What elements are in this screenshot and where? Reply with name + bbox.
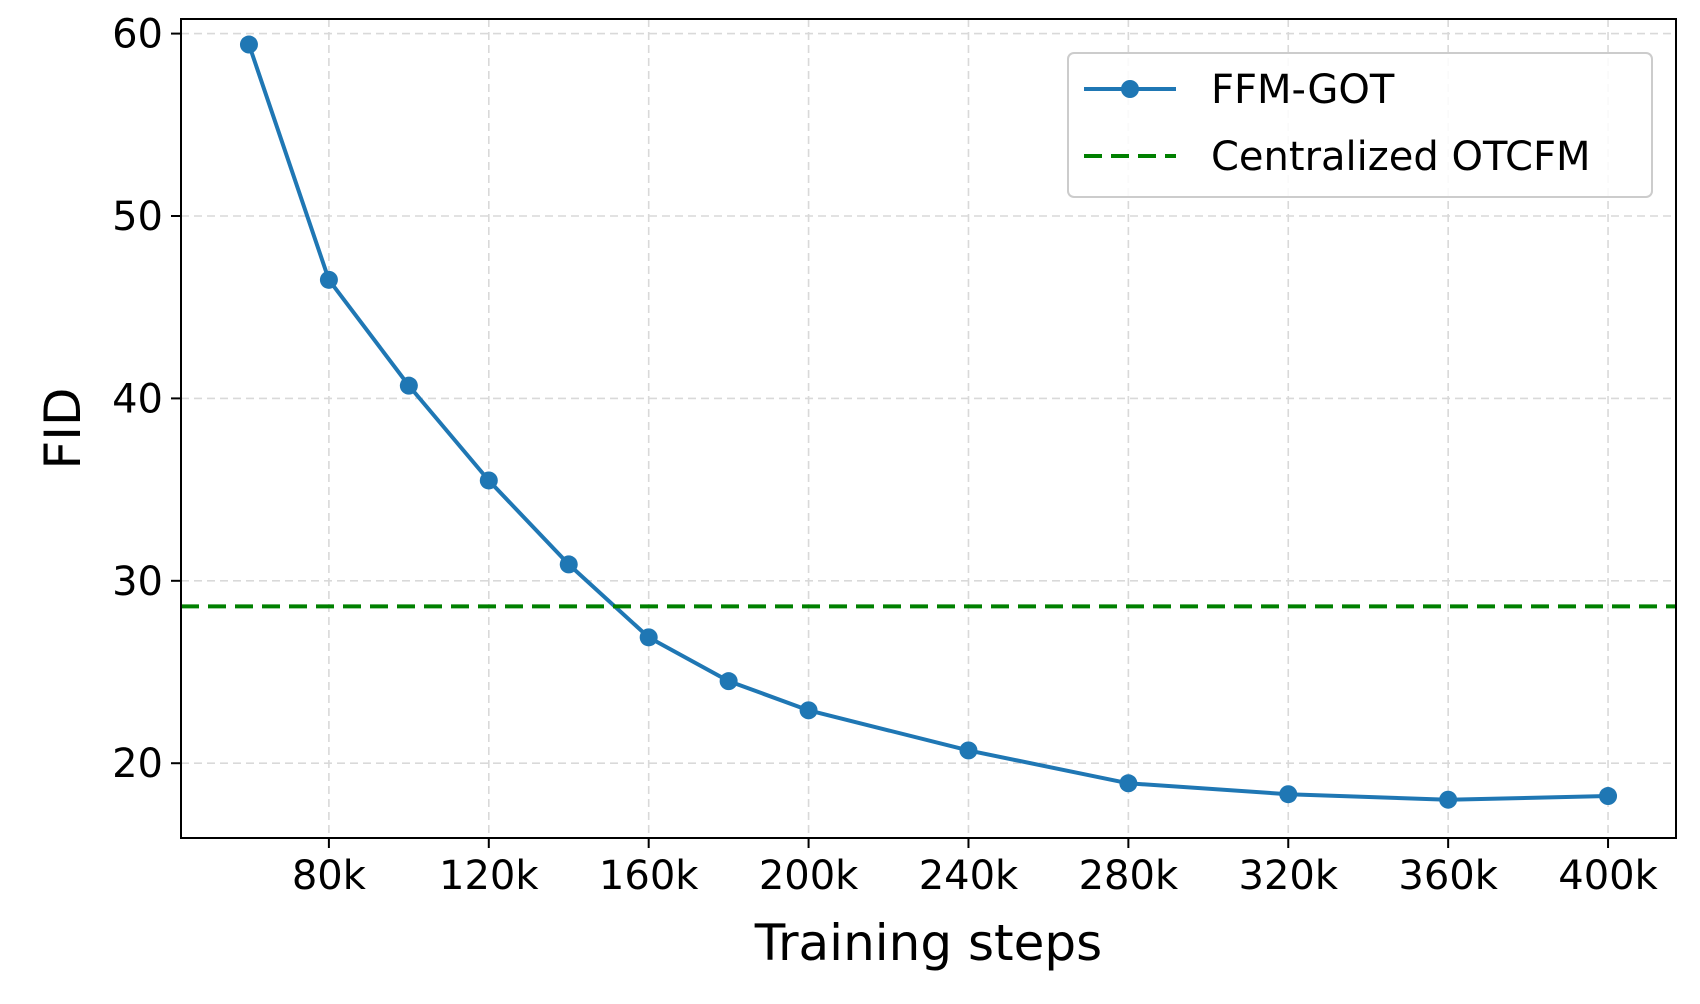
legend-marker-ffm-got xyxy=(1121,80,1139,98)
y-tick-label: 20 xyxy=(112,741,163,787)
x-tick-label: 360k xyxy=(1398,853,1498,899)
x-tick-label: 240k xyxy=(919,853,1019,899)
y-tick-label: 60 xyxy=(112,12,163,58)
ffm-got-point xyxy=(1439,790,1458,809)
x-tick-label: 280k xyxy=(1079,853,1179,899)
ffm-got-point xyxy=(1279,785,1298,804)
ffm-got-point xyxy=(799,701,818,720)
x-tick-label: 320k xyxy=(1239,853,1339,899)
x-tick-label: 200k xyxy=(759,853,859,899)
x-tick-label: 400k xyxy=(1558,853,1658,899)
ffm-got-point xyxy=(639,628,658,647)
ffm-got-point xyxy=(719,672,738,691)
x-tick-label: 80k xyxy=(292,853,367,899)
series-layer xyxy=(181,35,1676,809)
ffm-got-point xyxy=(559,555,578,574)
plot-frame xyxy=(180,18,1677,839)
tick-layer: 80k 120k 160k 200k 240k 280k 320k 360k 400k 20 30 4… xyxy=(112,12,1659,899)
y-tick-label: 30 xyxy=(112,559,163,605)
x-tick-label: 160k xyxy=(599,853,699,899)
ffm-got-point xyxy=(479,471,498,490)
ffm-got-point xyxy=(1119,774,1138,793)
legend-label: Centralized OTCFM xyxy=(1211,134,1591,180)
x-tick-label: 120k xyxy=(439,853,539,899)
y-tick-label: 40 xyxy=(112,376,163,422)
legend: FFM-GOT Centralized OTCFM xyxy=(1067,52,1653,198)
y-tick-label: 50 xyxy=(112,194,163,240)
legend-box xyxy=(1067,52,1653,198)
ffm-got-point xyxy=(319,270,338,289)
ffm-got-point xyxy=(239,35,258,54)
ffm-got-point xyxy=(959,741,978,760)
ffm-got-point xyxy=(1599,787,1618,806)
legend-label: FFM-GOT xyxy=(1211,67,1395,113)
y-axis-title: FID xyxy=(34,387,92,469)
x-axis-title: Training steps xyxy=(754,914,1102,972)
ffm-got-point xyxy=(399,376,418,395)
